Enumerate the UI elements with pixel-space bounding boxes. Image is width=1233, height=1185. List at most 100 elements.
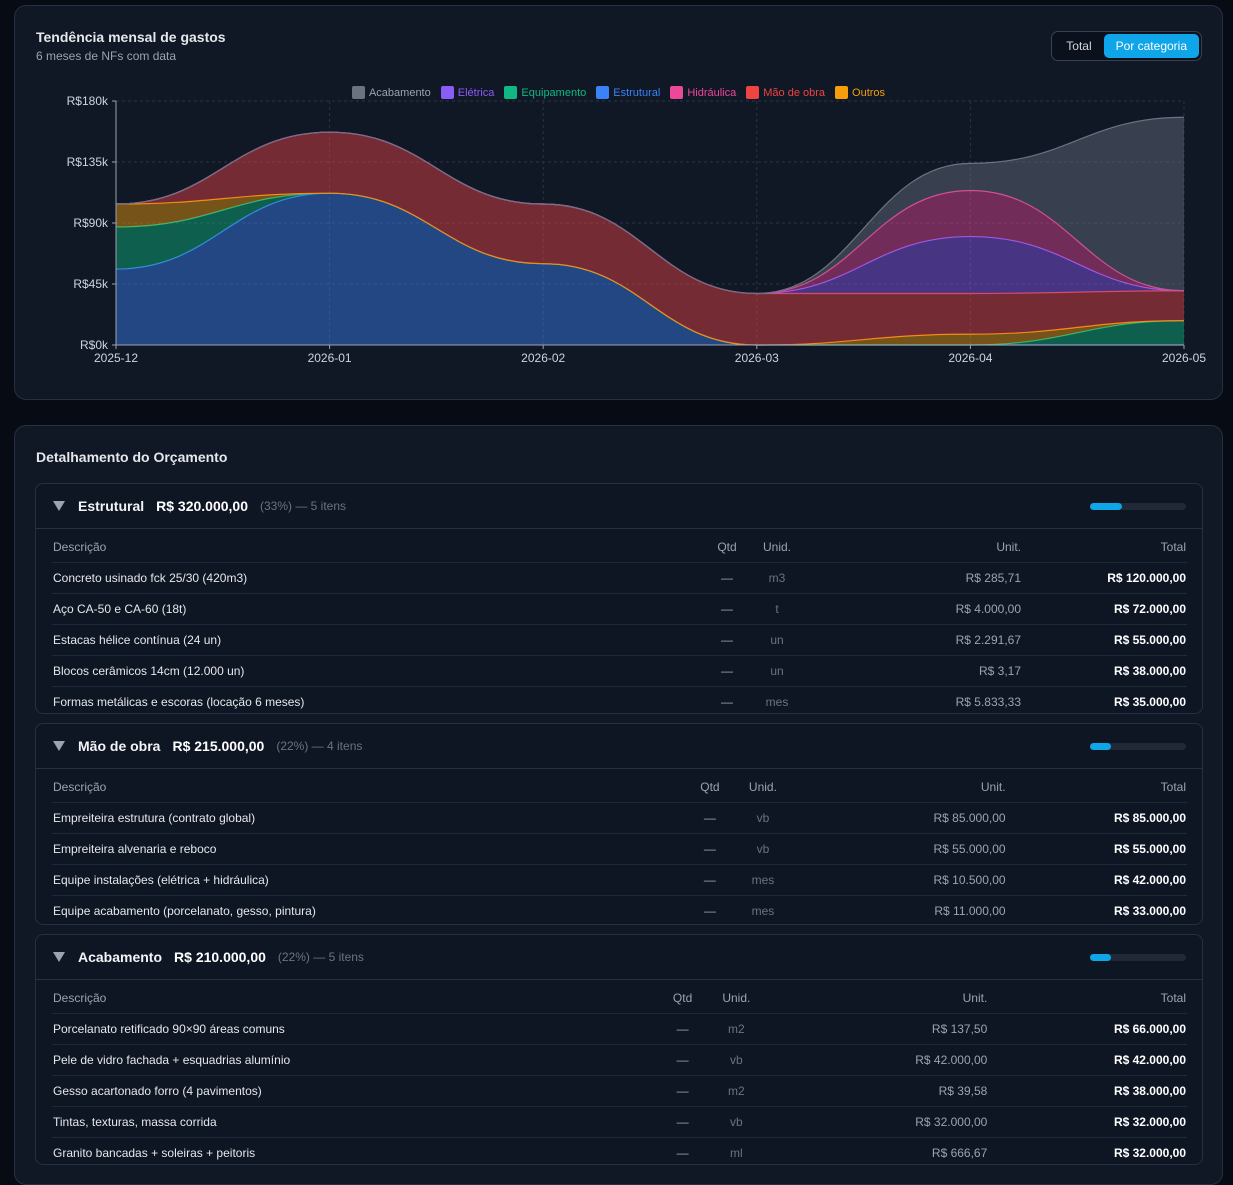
legend-item[interactable]: Acabamento [351, 86, 431, 99]
col-qtd: Qtd [700, 780, 720, 794]
area-outros [116, 193, 1184, 345]
table-row: Equipe instalações (elétrica + hidráulic… [52, 864, 1187, 896]
col-qtd: Qtd [717, 540, 737, 554]
cell-unid: vb [728, 833, 798, 865]
cell-unid: vb [697, 1106, 776, 1138]
legend-item[interactable]: Estrutural [596, 86, 660, 99]
cell-desc: Formas metálicas e escoras (locação 6 me… [52, 686, 712, 717]
col-unid: Unid. [722, 991, 751, 1005]
table-row: Estacas hélice contínua (24 un) — un R$ 2.2… [52, 624, 1187, 656]
line-outros [115, 192, 1185, 346]
cell-unit: R$ 55.000,00 [797, 833, 1007, 865]
cell-desc: Pele de vidro fachada + esquadrias alumí… [52, 1044, 668, 1076]
toggle-total-button[interactable]: Total [1066, 39, 1092, 53]
legend-item[interactable]: Mão de obra [746, 86, 825, 99]
legend-swatch [504, 86, 518, 99]
cell-qtd: — [712, 686, 742, 717]
legend-item[interactable]: Outros [835, 86, 885, 99]
cell-unid: vb [697, 1044, 776, 1076]
legend-item[interactable]: Hidráulica [670, 86, 736, 99]
col-unid: Unid. [748, 780, 777, 794]
cell-unid: mes [728, 864, 798, 896]
cell-total: R$ 38.000,00 [1022, 655, 1187, 687]
cell-total: R$ 32.000,00 [988, 1137, 1187, 1168]
section-header[interactable]: Estrutural R$ 320.000,00 (33%) — 5 itens [36, 484, 1202, 529]
cell-unid: un [742, 655, 812, 687]
section-share-fill [1090, 954, 1112, 961]
legend-label: Outros [852, 86, 886, 99]
x-tick-label: 2026-03 [735, 351, 779, 365]
cell-qtd: — [712, 655, 742, 687]
cell-desc: Gesso acartonado forro (4 pavimentos) [52, 1075, 668, 1107]
cell-total: R$ 120.000,00 [1022, 562, 1187, 594]
table-row: Tintas, texturas, massa corrida — vb R$ 32.… [52, 1106, 1187, 1138]
cell-qtd: — [691, 864, 729, 896]
section-header[interactable]: Mão de obra R$ 215.000,00 (22%) — 4 itens [36, 724, 1202, 769]
cell-unit: R$ 11.000,00 [797, 895, 1007, 926]
collapse-triangle-icon[interactable] [53, 952, 65, 962]
cell-qtd: — [667, 1044, 698, 1076]
col-unit: Unit. [962, 991, 988, 1005]
collapse-triangle-icon[interactable] [53, 741, 65, 751]
legend-item[interactable]: Equipamento [504, 86, 586, 99]
cell-unid: vb [728, 802, 798, 834]
collapse-triangle-icon[interactable] [53, 501, 65, 511]
cell-desc: Blocos cerâmicos 14cm (12.000 un) [52, 655, 712, 687]
cell-unid: m2 [697, 1013, 776, 1045]
col-desc: Descrição [53, 540, 107, 554]
cell-desc: Estacas hélice contínua (24 un) [52, 624, 712, 656]
table-header-row: Descrição Qtd Unid. Unit. Total [52, 772, 1187, 803]
x-tick-label: 2026-04 [948, 351, 992, 365]
y-tick-label: R$180k [67, 94, 109, 108]
table-header-row: Descrição Qtd Unid. Unit. Total [52, 983, 1187, 1014]
cell-qtd: — [691, 802, 729, 834]
section-meta: (22%) — 5 itens [277, 950, 364, 964]
y-tick-label: R$0k [80, 338, 109, 352]
section-share-bar [1090, 954, 1186, 961]
table-row: Equipe acabamento (porcelanato, gesso, p… [52, 895, 1187, 926]
cell-total: R$ 33.000,00 [1006, 895, 1187, 926]
table-row: Empreiteira estrutura (contrato global) —… [52, 802, 1187, 834]
cell-unid: m3 [742, 562, 812, 594]
cell-desc: Equipe acabamento (porcelanato, gesso, p… [52, 895, 692, 926]
cell-total: R$ 55.000,00 [1022, 624, 1187, 656]
cell-qtd: — [667, 1106, 698, 1138]
cell-total: R$ 66.000,00 [988, 1013, 1187, 1045]
section-share-fill [1090, 503, 1122, 510]
view-toggle: Total Por categoria [1051, 31, 1202, 61]
table-row: Porcelanato retificado 90×90 áreas comun… [52, 1013, 1187, 1045]
legend-label: Equipamento [521, 86, 587, 99]
section-share-fill [1090, 743, 1112, 750]
section-share-bar [1090, 743, 1186, 750]
cell-desc: Tintas, texturas, massa corrida [52, 1106, 668, 1138]
cell-unid: ml [697, 1137, 776, 1168]
section-amount: R$ 210.000,00 [174, 949, 266, 965]
section-table: Descrição Qtd Unid. Unit. Total Empreiteira e… [52, 772, 1187, 926]
toggle-category-button[interactable]: Por categoria [1103, 34, 1199, 58]
cell-unit: R$ 39,58 [775, 1075, 989, 1107]
legend-label: Estrutural [613, 86, 661, 99]
cell-unid: m2 [697, 1075, 776, 1107]
cell-unid: mes [728, 895, 798, 926]
cell-unit: R$ 137,50 [775, 1013, 989, 1045]
section-header[interactable]: Acabamento R$ 210.000,00 (22%) — 5 itens [36, 935, 1202, 980]
budget-section: Estrutural R$ 320.000,00 (33%) — 5 itens De… [35, 483, 1203, 717]
section-meta: (22%) — 4 itens [276, 739, 363, 753]
cell-total: R$ 32.000,00 [988, 1106, 1187, 1138]
cell-unit: R$ 3,17 [812, 655, 1022, 687]
cell-total: R$ 35.000,00 [1022, 686, 1187, 717]
table-row: Pele de vidro fachada + esquadrias alumí… [52, 1044, 1187, 1076]
cell-desc: Granito bancadas + soleiras + peitoris [52, 1137, 668, 1168]
legend-swatch [351, 86, 365, 99]
cell-qtd: — [667, 1013, 698, 1045]
cell-unit: R$ 42.000,00 [775, 1044, 989, 1076]
area-hidr-ulica [116, 132, 1184, 294]
table-row: Gesso acartonado forro (4 pavimentos) — m2… [52, 1075, 1187, 1107]
legend-item[interactable]: Elétrica [440, 86, 494, 99]
table-row: Formas metálicas e escoras (locação 6 me… [52, 686, 1187, 717]
col-unit: Unit. [996, 540, 1021, 554]
cell-unit: R$ 4.000,00 [812, 593, 1022, 625]
cell-desc: Concreto usinado fck 25/30 (420m3) [52, 562, 712, 594]
cell-qtd: — [712, 593, 742, 625]
cell-total: R$ 55.000,00 [1006, 833, 1187, 865]
